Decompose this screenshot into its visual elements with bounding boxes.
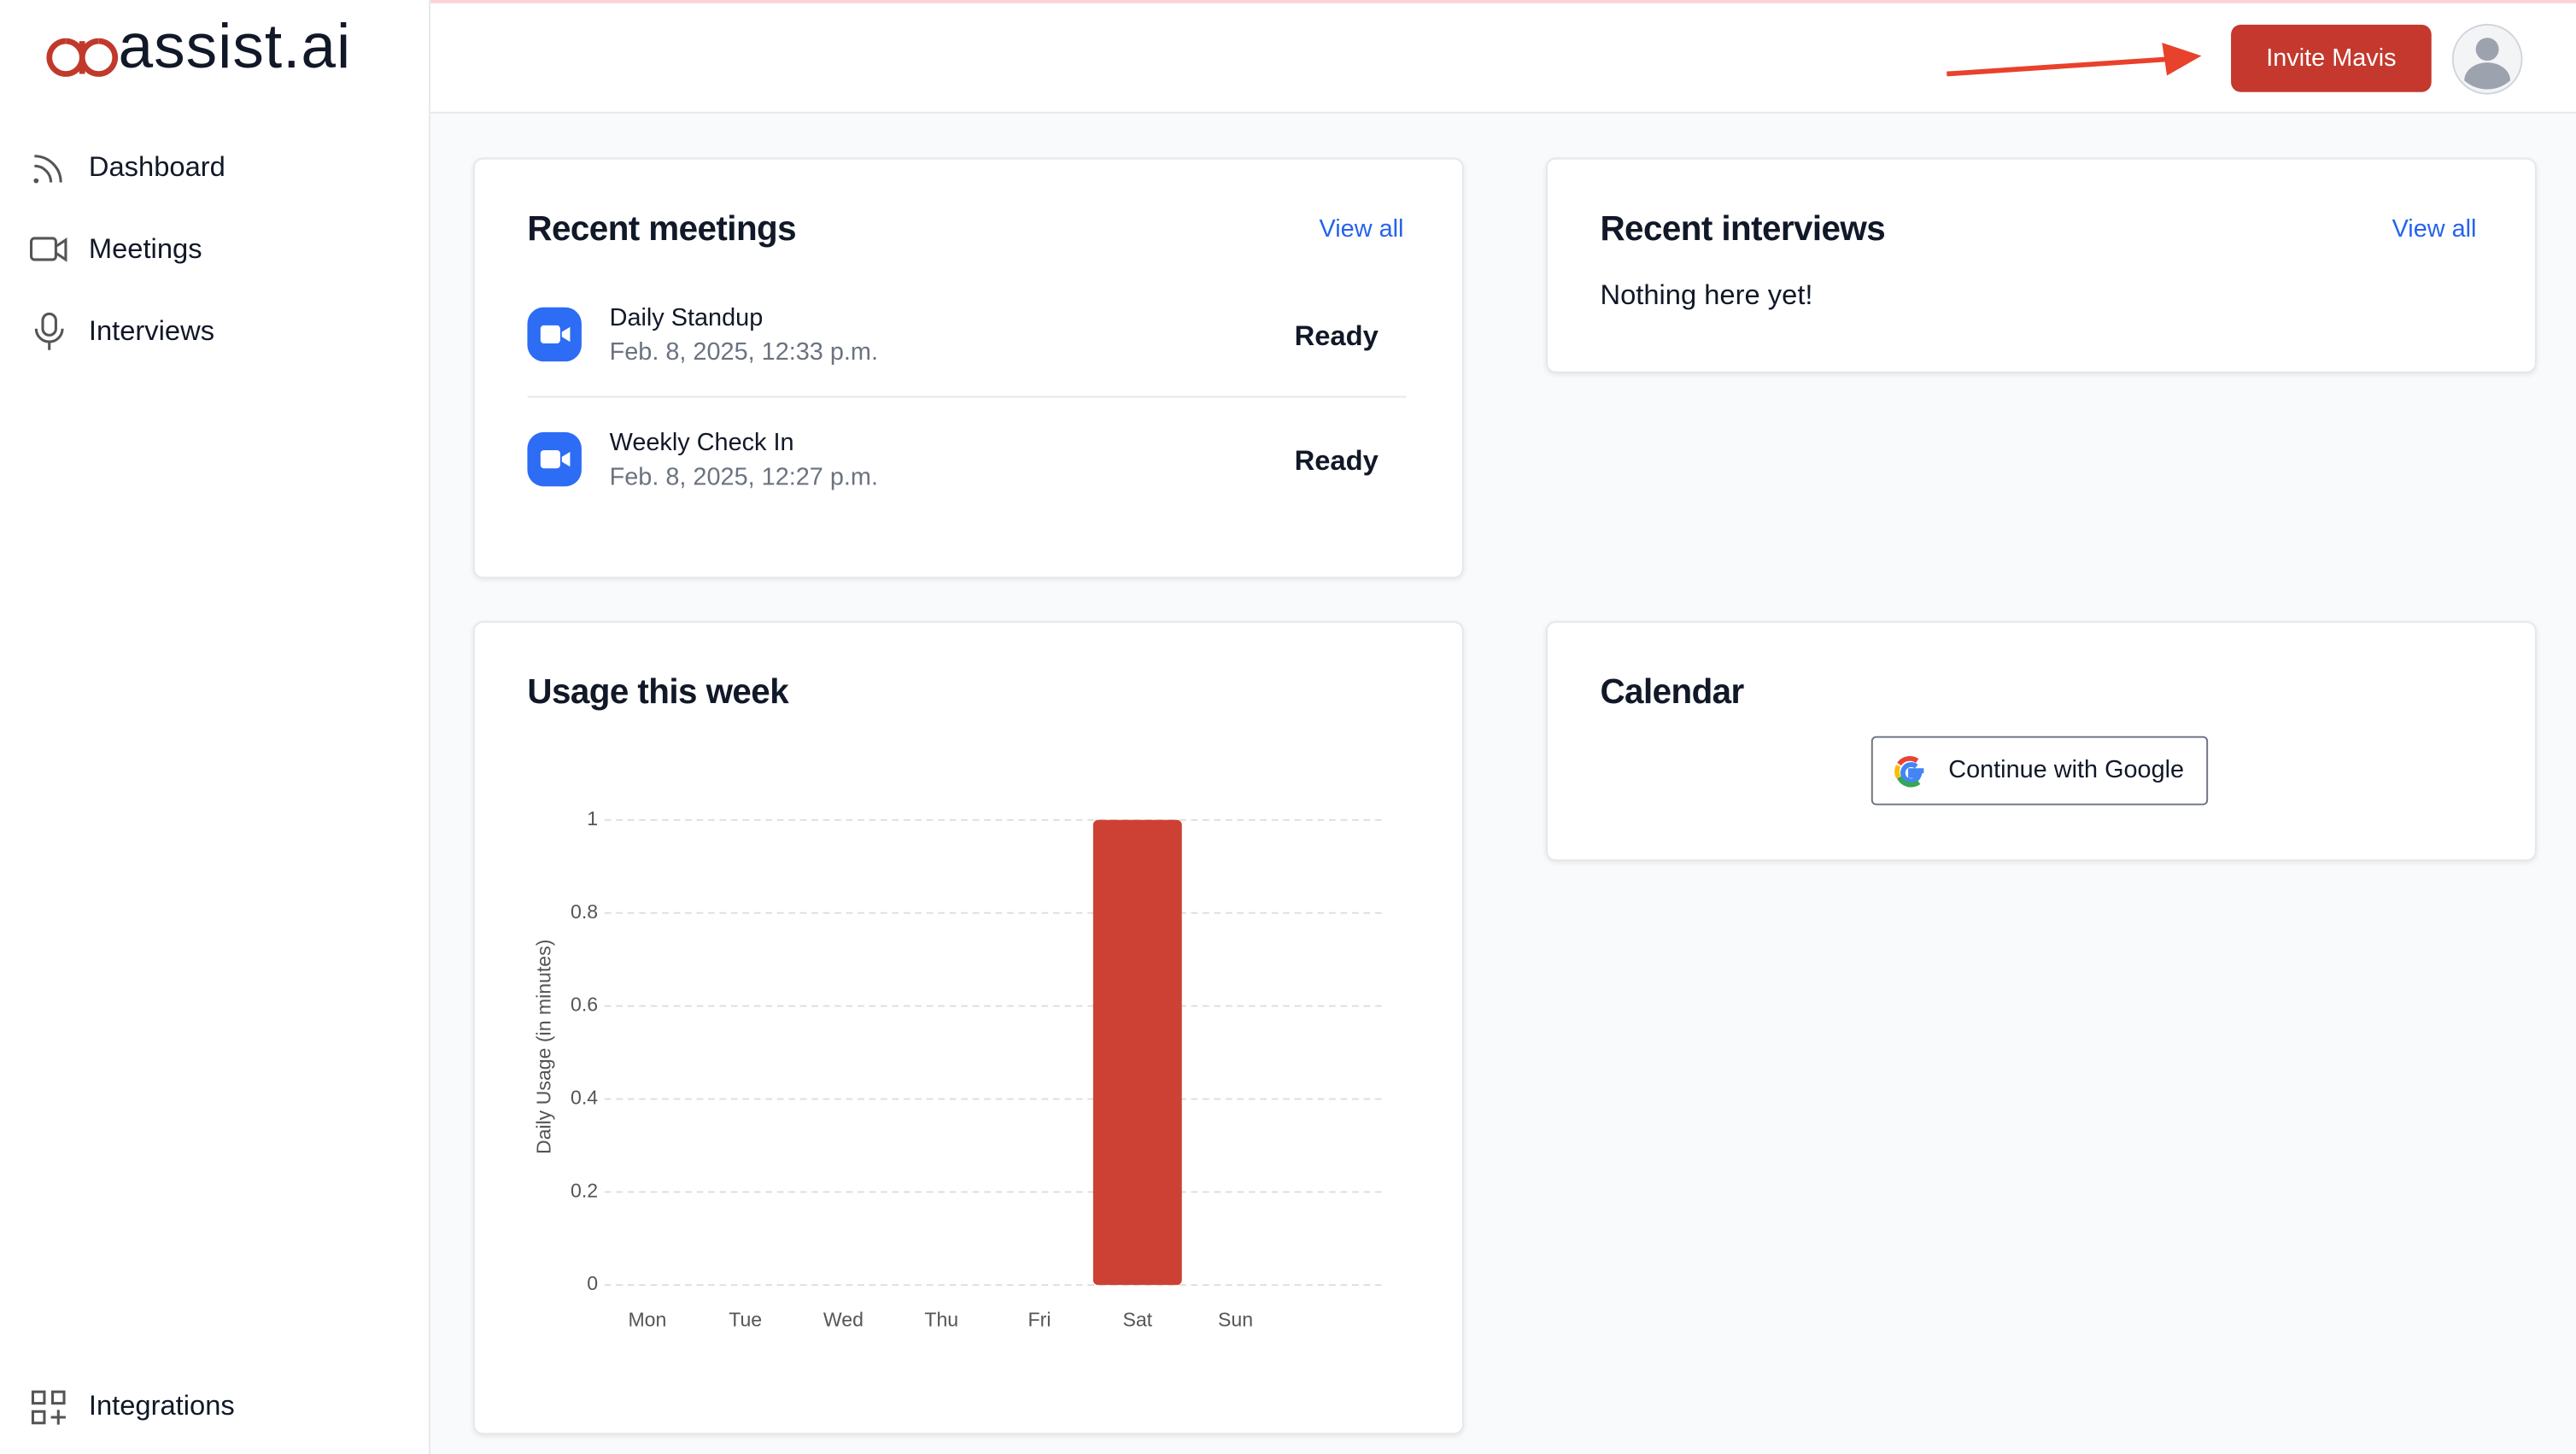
chart-title: Usage this week	[527, 673, 789, 712]
zoom-icon	[527, 307, 582, 362]
logo: assist.ai	[118, 13, 352, 83]
avatar[interactable]	[2451, 23, 2524, 96]
recent-meetings-card	[472, 157, 1464, 579]
logo-mark	[46, 38, 119, 77]
google-icon	[1894, 756, 1924, 788]
zoom-icon	[527, 431, 582, 487]
meeting-title[interactable]: Daily Standup	[609, 303, 764, 332]
nav-interviews[interactable]: Interviews	[88, 315, 215, 347]
sidebar: assist.ai Dashboard Meetings Interviews …	[0, 0, 430, 1454]
nav-dashboard[interactable]: Dashboard	[88, 150, 225, 183]
card-title: Recent interviews	[1600, 210, 1886, 249]
dashboard-icon	[33, 155, 62, 184]
view-all-link[interactable]: View all	[2392, 214, 2477, 243]
meeting-status: Ready	[1294, 320, 1379, 352]
empty-message: Nothing here yet!	[1600, 278, 1813, 311]
google-button-label: Continue with Google	[1948, 755, 2185, 784]
top-bar	[430, 0, 2576, 114]
card-title: Calendar	[1600, 673, 1744, 712]
divider	[527, 396, 1407, 398]
integrations-icon	[31, 1390, 66, 1425]
recent-interviews-card	[1545, 157, 2537, 373]
card-title: Recent meetings	[527, 210, 797, 249]
google-button[interactable]: Continue with Google	[1871, 736, 2209, 806]
invite-button[interactable]: Invite Mavis	[2231, 24, 2432, 92]
meeting-title[interactable]: Weekly Check In	[609, 429, 794, 457]
annotation-arrow	[1947, 43, 2202, 77]
usage-card	[472, 621, 1464, 1435]
meeting-date: Feb. 8, 2025, 12:33 p.m.	[609, 338, 879, 366]
meeting-date: Feb. 8, 2025, 12:27 p.m.	[609, 463, 879, 492]
nav-integrations[interactable]: Integrations	[88, 1390, 235, 1422]
meetings-icon	[30, 237, 67, 262]
view-all-link[interactable]: View all	[1319, 214, 1404, 243]
nav-meetings[interactable]: Meetings	[88, 233, 202, 265]
meeting-status: Ready	[1294, 445, 1379, 477]
interviews-icon	[34, 312, 64, 350]
